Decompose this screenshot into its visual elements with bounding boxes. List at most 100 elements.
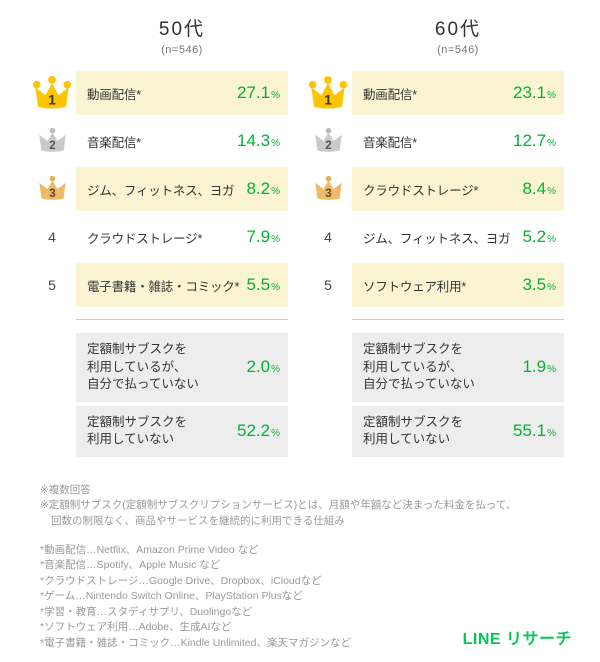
- svg-text:3: 3: [325, 188, 331, 200]
- percent-sign: %: [271, 138, 280, 149]
- footnote-definition: *クラウドストレージ…Google Drive、Dropbox、iCloudなど: [40, 574, 322, 587]
- percent-sign: %: [547, 364, 556, 376]
- footnotes: ※複数回答 ※定額制サブスク(定額制サブスクリプションサービス)とは、月額や年額…: [40, 483, 600, 652]
- item-label: ソフトウェア利用*: [363, 279, 467, 294]
- sample-size: (n=546): [161, 44, 203, 56]
- bronze-crown-icon: 3: [38, 175, 66, 200]
- percent-sign: %: [271, 428, 280, 439]
- ranking-row: 5 電子書籍・雑誌・コミック* 5.5 %: [28, 263, 288, 307]
- ranking-row: 4 クラウドストレージ* 7.9 %: [28, 215, 288, 259]
- item-label: 音楽配信*: [87, 135, 141, 150]
- svg-text:1: 1: [324, 91, 332, 107]
- svg-text:2: 2: [49, 140, 55, 152]
- extra-row-not-using: 定額制サブスクを 利用していない 55.1 %: [352, 405, 564, 457]
- sample-size: (n=546): [437, 44, 479, 56]
- percent-sign: %: [271, 282, 280, 293]
- footnote-note: ※定額制サブスク(定額制サブスクリプションサービス)とは、月額や年額など決まった…: [40, 499, 517, 512]
- item-value: 8.2 %: [246, 179, 280, 198]
- percent-sign: %: [271, 234, 280, 245]
- footnote-definition: *ゲーム…Nintendo Switch Online、PlayStation …: [40, 590, 303, 603]
- column-header: 50代 (n=546): [76, 14, 288, 56]
- gold-crown-icon: 1: [308, 76, 348, 109]
- item-value: 8.4 %: [522, 179, 556, 198]
- footnote-definition: *ソフトウェア利用…Adobe、生成AIなど: [40, 621, 232, 634]
- item-value: 3.5 %: [522, 275, 556, 294]
- percent-sign: %: [271, 364, 280, 376]
- percent-sign: %: [547, 186, 556, 197]
- item-label: ジム、フィットネス、ヨガ: [87, 183, 235, 198]
- extra-row-not-paying: 定額制サブスクを 利用しているが、 自分で払っていない 2.0 %: [76, 333, 288, 402]
- column-title: 60代: [434, 19, 482, 40]
- line-research-logo: LINE リサーチ: [462, 631, 572, 648]
- ranking-row: 2 音楽配信* 14.3 %: [28, 119, 288, 163]
- ranking-row: 3 ジム、フィットネス、ヨガ 8.2 %: [28, 167, 288, 211]
- item-value: 12.7 %: [513, 131, 556, 150]
- rank-2-badge: 2: [304, 119, 352, 163]
- gold-crown-icon: 1: [32, 76, 72, 109]
- age-group-column-60s: 60代 (n=546) 1 動画配信* 23.1 %: [304, 14, 564, 461]
- footnote-note: 回数の制限なく、商品やサービスを継続的に利用できる仕組み: [51, 515, 345, 527]
- svg-text:3: 3: [49, 188, 55, 200]
- ranking-row: 2 音楽配信* 12.7 %: [304, 119, 564, 163]
- item-label: クラウドストレージ*: [363, 183, 479, 198]
- item-label: 音楽配信*: [363, 135, 417, 150]
- ranking-columns: 50代 (n=546) 1 動画配信* 27.1 %: [28, 14, 564, 461]
- percent-sign: %: [271, 186, 280, 197]
- ranking-row: 4 ジム、フィットネス、ヨガ 5.2 %: [304, 215, 564, 259]
- item-value: 5.2 %: [522, 227, 556, 246]
- rank-number: 5: [324, 277, 332, 293]
- footnote-definition: *音楽配信…Spotify、Apple Music など: [40, 559, 221, 572]
- svg-text:1: 1: [48, 91, 56, 107]
- divider: [76, 319, 288, 320]
- bronze-crown-icon: 3: [314, 175, 342, 200]
- item-label: ジム、フィットネス、ヨガ: [363, 231, 511, 246]
- percent-sign: %: [547, 138, 556, 149]
- silver-crown-icon: 2: [38, 127, 66, 152]
- footnote-definition: *動画配信…Netflix、Amazon Prime Video など: [40, 543, 259, 556]
- rank-1-badge: 1: [28, 71, 76, 115]
- extra-label: 定額制サブスクを 利用しているが、 自分で払っていない: [363, 342, 475, 391]
- extras-section: 定額制サブスクを 利用しているが、 自分で払っていない 2.0 % 定額制サブス…: [76, 319, 288, 457]
- extra-label: 定額制サブスクを 利用していない: [87, 414, 188, 447]
- percent-sign: %: [547, 234, 556, 245]
- extra-value: 52.2 %: [237, 421, 280, 440]
- item-label: 電子書籍・雑誌・コミック*: [87, 279, 240, 294]
- percent-sign: %: [547, 428, 556, 439]
- extra-label: 定額制サブスクを 利用していない: [363, 414, 464, 447]
- rank-number: 4: [48, 229, 56, 245]
- footnote-definition: *電子書籍・雑誌・コミック…Kindle Unlimited、楽天マガジンなど: [40, 636, 351, 649]
- rank-3-badge: 3: [28, 167, 76, 211]
- item-label: 動画配信*: [363, 87, 417, 102]
- extra-label: 定額制サブスクを 利用しているが、 自分で払っていない: [87, 342, 199, 391]
- item-value: 14.3 %: [237, 131, 280, 150]
- item-label: 動画配信*: [87, 87, 141, 102]
- rank-number: 4: [324, 229, 332, 245]
- extras-section: 定額制サブスクを 利用しているが、 自分で払っていない 1.9 % 定額制サブス…: [352, 319, 564, 457]
- ranking-row: 5 ソフトウェア利用* 3.5 %: [304, 263, 564, 307]
- ranking-row: 3 クラウドストレージ* 8.4 %: [304, 167, 564, 211]
- footnote-note: ※複数回答: [40, 483, 91, 496]
- silver-crown-icon: 2: [314, 127, 342, 152]
- column-title: 50代: [158, 19, 206, 40]
- percent-sign: %: [547, 90, 556, 101]
- extra-row-not-using: 定額制サブスクを 利用していない 52.2 %: [76, 405, 288, 457]
- rank-1-badge: 1: [304, 71, 352, 115]
- ranking-row: 1 動画配信* 27.1 %: [28, 71, 288, 115]
- rank-3-badge: 3: [304, 167, 352, 211]
- divider: [352, 319, 564, 320]
- age-group-column-50s: 50代 (n=546) 1 動画配信* 27.1 %: [28, 14, 288, 461]
- item-value: 27.1 %: [237, 83, 280, 102]
- footnote-definitions: *動画配信…Netflix、Amazon Prime Video など *音楽配…: [40, 543, 600, 652]
- footnote-definition: *学習・教育…スタディサプリ、Duolingoなど: [40, 605, 253, 618]
- rank-2-badge: 2: [28, 119, 76, 163]
- extra-row-not-paying: 定額制サブスクを 利用しているが、 自分で払っていない 1.9 %: [352, 333, 564, 402]
- svg-text:2: 2: [325, 140, 331, 152]
- percent-sign: %: [547, 282, 556, 293]
- item-value: 23.1 %: [513, 83, 556, 102]
- rank-number: 5: [48, 277, 56, 293]
- percent-sign: %: [271, 90, 280, 101]
- item-value: 7.9 %: [246, 227, 280, 246]
- ranking-row: 1 動画配信* 23.1 %: [304, 71, 564, 115]
- extra-value: 1.9 %: [522, 357, 556, 377]
- column-header: 60代 (n=546): [352, 14, 564, 56]
